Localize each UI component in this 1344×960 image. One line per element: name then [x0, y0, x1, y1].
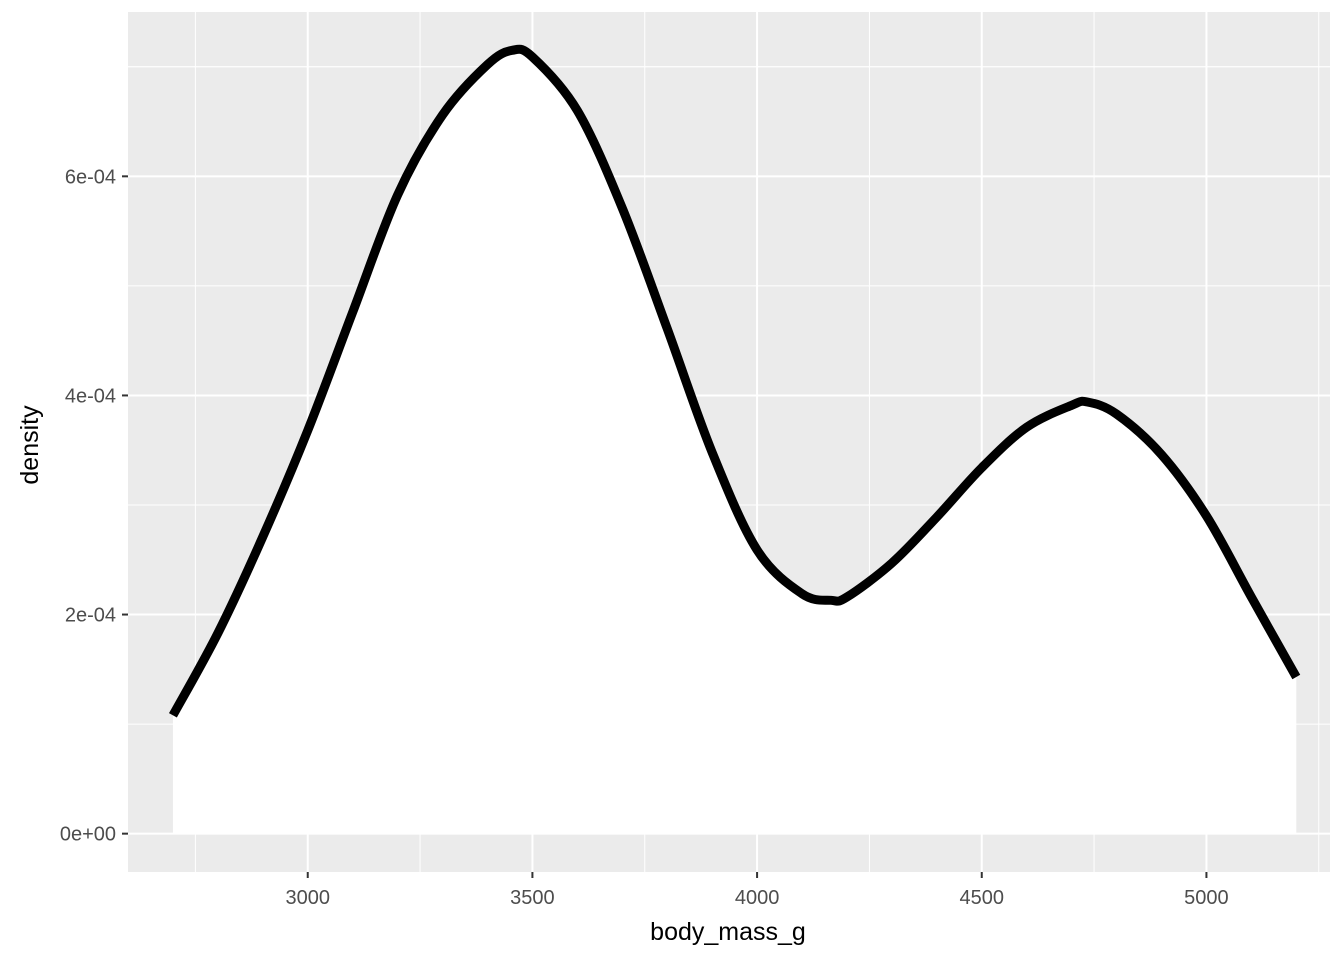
y-tick-label: 2e-04 — [65, 605, 116, 627]
y-axis-title: density — [16, 405, 44, 485]
x-axis-title: body_mass_g — [650, 918, 806, 946]
y-tick-label: 6e-04 — [65, 166, 116, 188]
x-tick-label: 3000 — [285, 887, 330, 909]
density-area-fill — [172, 49, 1297, 834]
x-tick-label: 5000 — [1184, 887, 1229, 909]
x-tick-label: 3500 — [510, 887, 555, 909]
y-tick-label: 4e-04 — [65, 385, 116, 407]
x-tick-label: 4000 — [735, 887, 780, 909]
density-line — [168, 44, 1301, 718]
y-tick-label: 0e+00 — [60, 824, 116, 846]
x-tick-label: 4500 — [960, 887, 1005, 909]
